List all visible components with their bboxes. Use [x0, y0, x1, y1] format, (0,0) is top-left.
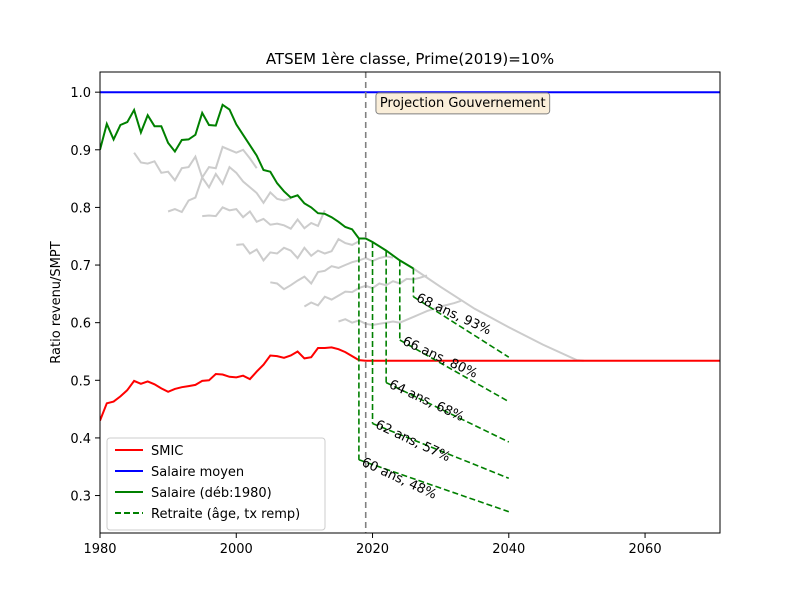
legend-label-2: Salaire (déb:1980) — [151, 486, 272, 501]
retirement-pension-line-3 — [399, 339, 510, 403]
y-tick-label-0: 0.3 — [70, 490, 91, 505]
y-tick-label-2: 0.5 — [70, 374, 91, 389]
x-tick-label-1: 2000 — [220, 542, 253, 557]
legend-box — [106, 437, 326, 531]
retirement-pension-line-4 — [412, 296, 510, 358]
legend-label-1: Salaire moyen — [151, 465, 244, 480]
series-line-0 — [100, 346, 720, 421]
legend: SMIC Salaire moyen Salaire (déb:1980) Retra… — [106, 437, 326, 531]
projection-annotation-text: Projection Gouvernement — [380, 96, 546, 111]
y-tick-label-1: 0.4 — [70, 432, 91, 447]
retirement-pension-line-1 — [372, 422, 510, 480]
y-axis-label: Ratio revenu/SMPT — [49, 241, 64, 363]
x-tick-label-4: 2060 — [629, 542, 662, 557]
projection-annotation-box — [375, 92, 551, 115]
y-tick-label-4: 0.7 — [70, 259, 91, 274]
retirement-pension-line-2 — [385, 381, 510, 443]
x-tick-label-2: 2020 — [356, 542, 389, 557]
chart-title: ATSEM 1ère classe, Prime(2019)=10% — [266, 50, 554, 68]
plot-series-group — [100, 91, 720, 513]
cohort-line-0 — [133, 145, 258, 183]
plot-frame — [99, 71, 721, 534]
cohort-line-2 — [202, 206, 326, 230]
x-tick-label-0: 1980 — [83, 542, 116, 557]
y-tick-label-5: 0.8 — [70, 201, 91, 216]
x-tick-label-3: 2040 — [492, 542, 525, 557]
y-tick-label-6: 0.9 — [70, 144, 91, 159]
cohort-line-3 — [236, 237, 360, 263]
legend-label-3: Retraite (âge, tx remp) — [151, 507, 300, 522]
y-tick-label-3: 0.6 — [70, 317, 91, 332]
cohort-line-1 — [167, 165, 292, 214]
y-tick-label-7: 1.0 — [70, 86, 91, 101]
series-line-2 — [100, 103, 414, 270]
legend-label-0: SMIC — [151, 444, 183, 459]
